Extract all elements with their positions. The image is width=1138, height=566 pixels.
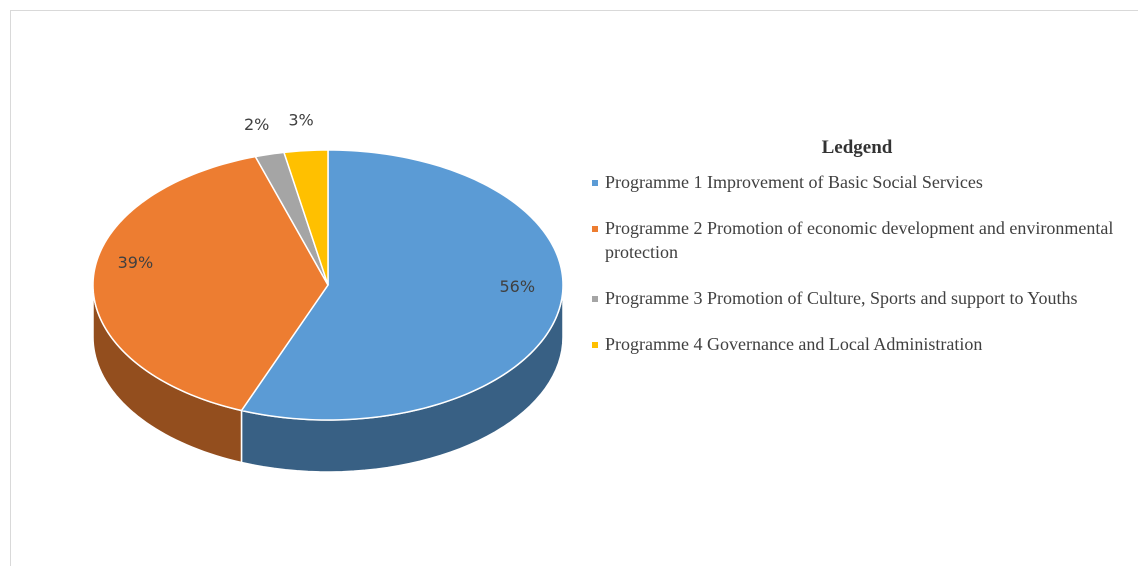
slice: [92, 155, 329, 412]
legend-entry: Programme 1 Improvement of Basic Social …: [592, 170, 1122, 194]
legend-swatch: [592, 296, 598, 302]
legend: Ledgend Programme 1 Improvement of Basic…: [592, 136, 1122, 378]
data-label: 39%: [118, 253, 154, 272]
legend-swatch: [592, 226, 598, 232]
legend-label: Programme 2 Promotion of economic develo…: [605, 218, 1114, 262]
chart-border: [10, 10, 1138, 566]
slice: [282, 149, 329, 286]
legend-label: Programme 3 Promotion of Culture, Sports…: [605, 288, 1078, 308]
slice: [240, 149, 564, 421]
legend-label: Programme 4 Governance and Local Adminis…: [605, 334, 983, 354]
legend-entry: Programme 3 Promotion of Culture, Sports…: [592, 286, 1122, 310]
legend-entry: Programme 2 Promotion of economic develo…: [592, 216, 1122, 264]
slice: [254, 151, 329, 286]
legend-swatch: [592, 180, 598, 186]
data-label: 2%: [244, 115, 269, 134]
legend-swatch: [592, 342, 598, 348]
legend-entry: Programme 4 Governance and Local Adminis…: [592, 332, 1122, 356]
legend-label: Programme 1 Improvement of Basic Social …: [605, 172, 983, 192]
data-label: 56%: [500, 277, 536, 296]
legend-title: Ledgend: [821, 137, 893, 158]
data-label: 3%: [288, 111, 313, 130]
